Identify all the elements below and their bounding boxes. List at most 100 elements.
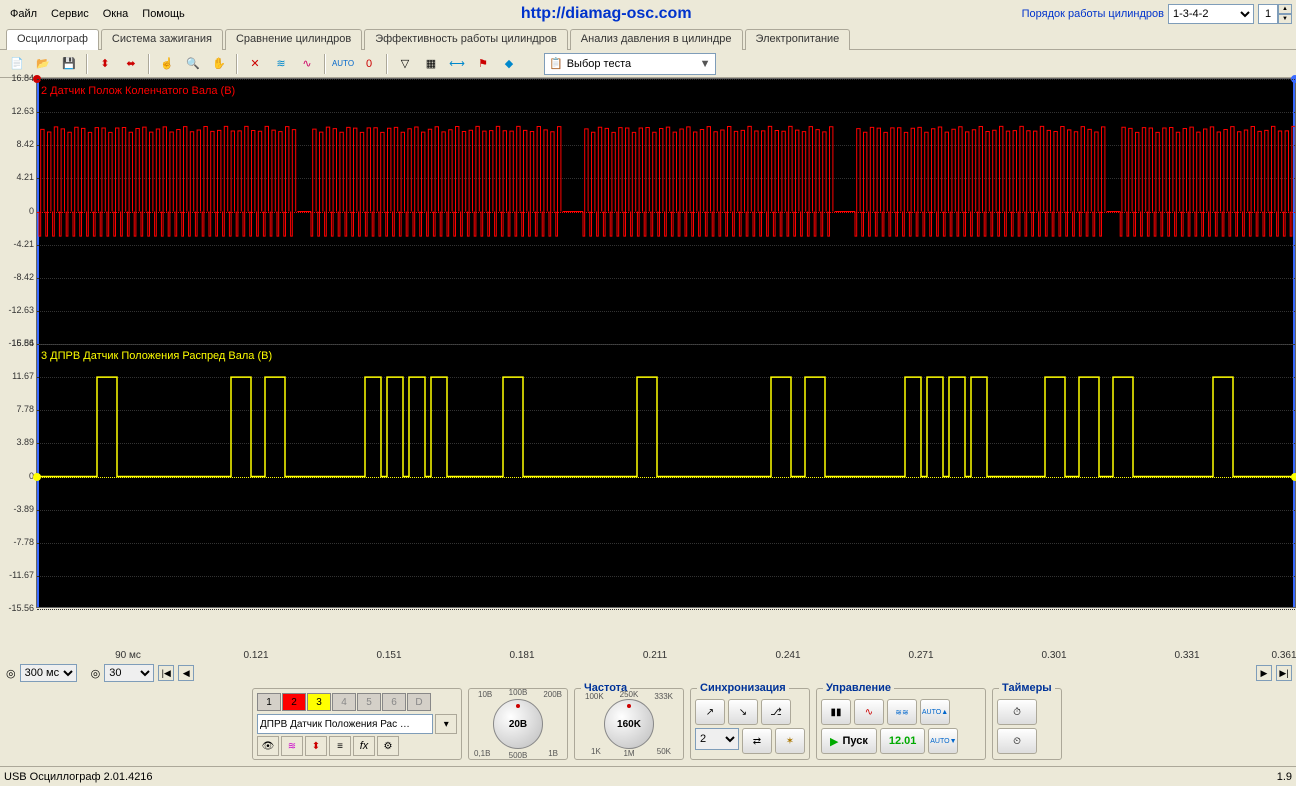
sync-mode-icon[interactable]: ⇄ — [742, 728, 772, 754]
ruler-icon[interactable]: ⟷ — [446, 53, 468, 75]
main-tabs: Осциллограф Система зажигания Сравнение … — [0, 28, 1296, 50]
vknob-tl: 10B — [478, 690, 492, 699]
x-axis: 90 мс0.1210.1510.1810.2110.2410.2710.301… — [36, 646, 1296, 664]
control-panel: Управление ▮▮ ∿ ≋≋ AUTO▲ ▶Пуск 12.01 AUT… — [816, 688, 986, 760]
new-icon[interactable]: 📄 — [6, 53, 28, 75]
voltage-knob[interactable]: 20B — [493, 699, 543, 749]
zoom-reset-icon[interactable]: ⬌ — [120, 53, 142, 75]
status-left: USB Осциллограф 2.01.4216 — [4, 771, 153, 783]
measure2-icon[interactable]: ≋ — [270, 53, 292, 75]
ch-btn-D[interactable]: D — [407, 693, 431, 711]
fknob-bl: 1K — [591, 747, 601, 756]
tab-cyl-compare[interactable]: Сравнение цилиндров — [225, 29, 362, 50]
timers-panel: Таймеры ⏱ ⏲ — [992, 688, 1062, 760]
target-left-icon[interactable]: ◎ — [6, 667, 16, 680]
wave-color-icon[interactable]: ≋ — [281, 736, 303, 756]
zero-icon[interactable]: 0 — [358, 53, 380, 75]
ch-btn-3[interactable]: 3 — [307, 693, 331, 711]
scroll-right-fast[interactable]: ▶| — [1276, 665, 1292, 681]
grid-icon[interactable]: ▦ — [420, 53, 442, 75]
flag-icon[interactable]: ⚑ — [472, 53, 494, 75]
timebase-bar: ◎ 300 мс ◎ 30 |◀ ◀ ▶ ▶| — [2, 664, 1296, 682]
target-right-icon[interactable]: ◎ — [91, 667, 101, 680]
header-url[interactable]: http://diamag-osc.com — [191, 5, 1022, 23]
lines-icon[interactable]: ≡ — [329, 736, 351, 756]
test-icon: 📋 — [549, 57, 563, 70]
menu-file[interactable]: Файл — [4, 4, 43, 24]
ch-btn-1[interactable]: 1 — [257, 693, 281, 711]
tab-pressure[interactable]: Анализ давления в цилиндре — [570, 29, 743, 50]
scroll-left-fast[interactable]: |◀ — [158, 665, 174, 681]
run-button[interactable]: ▶Пуск — [821, 728, 877, 754]
zoom-icon[interactable]: 🔍 — [182, 53, 204, 75]
spin-up[interactable]: ▲ — [1278, 4, 1292, 14]
scope-area: 16.8412.638.424.210-4.21-8.42-12.63-16.8… — [0, 78, 1296, 646]
vknob-t: 100B — [509, 688, 528, 697]
cylorder-spin[interactable] — [1258, 4, 1278, 24]
sync-fall-icon[interactable]: ↘ — [728, 699, 758, 725]
zoom-fit-icon[interactable]: ⬍ — [94, 53, 116, 75]
auto-down-icon[interactable]: AUTO▼ — [928, 728, 958, 754]
measure3-icon[interactable]: ∿ — [296, 53, 318, 75]
cylorder-select[interactable]: 1-3-4-2 — [1168, 4, 1254, 24]
sync-panel: Синхронизация ↗ ↘ ⎇ 2 ⇄ ✶ — [690, 688, 810, 760]
multi-icon[interactable]: ≋≋ — [887, 699, 917, 725]
tab-oscilloscope[interactable]: Осциллограф — [6, 29, 99, 50]
fknob-tl: 100K — [585, 692, 604, 701]
vrange-icon[interactable]: ⬍ — [305, 736, 327, 756]
marker-icon[interactable]: ◆ — [498, 53, 520, 75]
timer1-icon[interactable]: ⏱ — [997, 699, 1037, 725]
sync-channel[interactable]: 2 — [695, 728, 739, 750]
auto-icon[interactable]: AUTO — [332, 53, 354, 75]
scroll-right[interactable]: ▶ — [1256, 665, 1272, 681]
probe-name[interactable]: ДПРВ Датчик Положения Рас … — [257, 714, 433, 734]
spin-down[interactable]: ▼ — [1278, 14, 1292, 24]
timebase-pos[interactable]: 30 — [104, 664, 154, 682]
toolbar: 📄 📂 💾 ⬍ ⬌ ☝ 🔍 ✋ ✕ ≋ ∿ AUTO 0 ▽ ▦ ⟷ ⚑ ◆ 📋… — [0, 50, 1296, 78]
timer2-icon[interactable]: ⏲ — [997, 728, 1037, 754]
scroll-left[interactable]: ◀ — [178, 665, 194, 681]
vknob-tr: 200B — [543, 690, 562, 699]
menu-service[interactable]: Сервис — [45, 4, 95, 24]
menu-windows[interactable]: Окна — [97, 4, 135, 24]
tab-cyl-eff[interactable]: Эффективность работы цилиндров — [364, 29, 568, 50]
fknob-tr: 333K — [654, 692, 673, 701]
fknob-t: 250K — [620, 690, 639, 699]
ch-btn-4[interactable]: 4 — [332, 693, 356, 711]
cursor-icon[interactable]: ☝ — [156, 53, 178, 75]
open-icon[interactable]: 📂 — [32, 53, 54, 75]
pan-icon[interactable]: ✋ — [208, 53, 230, 75]
ch2-waveform — [37, 344, 1295, 609]
scope-canvas[interactable]: 2 Датчик Полож Коленчатого Вала (B)3 ДПР… — [36, 78, 1296, 608]
sine-icon[interactable]: ∿ — [854, 699, 884, 725]
sync-level-icon[interactable]: ✶ — [775, 728, 805, 754]
pause-icon[interactable]: ▮▮ — [821, 699, 851, 725]
eye-icon[interactable]: 👁 — [257, 736, 279, 756]
sync-rise-icon[interactable]: ↗ — [695, 699, 725, 725]
vknob-bl: 0,1B — [474, 749, 490, 758]
measure1-icon[interactable]: ✕ — [244, 53, 266, 75]
test-selector-label: Выбор теста — [567, 58, 631, 70]
test-selector[interactable]: 📋 Выбор теста ▼ — [544, 53, 716, 75]
timers-title: Таймеры — [999, 682, 1055, 694]
fx-icon[interactable]: fx — [353, 736, 375, 756]
sync-title: Синхронизация — [697, 682, 789, 694]
timebase-range[interactable]: 300 мс — [20, 664, 77, 682]
channel-panel: 1 2 3 4 5 6 D ДПРВ Датчик Положения Рас … — [252, 688, 462, 760]
menu-help[interactable]: Помощь — [136, 4, 191, 24]
fknob-b: 1M — [623, 749, 634, 758]
ch-btn-6[interactable]: 6 — [382, 693, 406, 711]
ch-btn-2[interactable]: 2 — [282, 693, 306, 711]
settings-icon[interactable]: ⚙ — [377, 736, 399, 756]
freq-knob[interactable]: 160K — [604, 699, 654, 749]
tab-ignition[interactable]: Система зажигания — [101, 29, 223, 50]
vknob-b: 500B — [509, 751, 528, 760]
ch-btn-5[interactable]: 5 — [357, 693, 381, 711]
filter-icon[interactable]: ▽ — [394, 53, 416, 75]
sync-ext-icon[interactable]: ⎇ — [761, 699, 791, 725]
save-icon[interactable]: 💾 — [58, 53, 80, 75]
auto-up-icon[interactable]: AUTO▲ — [920, 699, 950, 725]
cylorder-label: Порядок работы цилиндров — [1022, 8, 1164, 20]
tab-power[interactable]: Электропитание — [745, 29, 851, 50]
probe-dd[interactable]: ▾ — [435, 714, 457, 734]
